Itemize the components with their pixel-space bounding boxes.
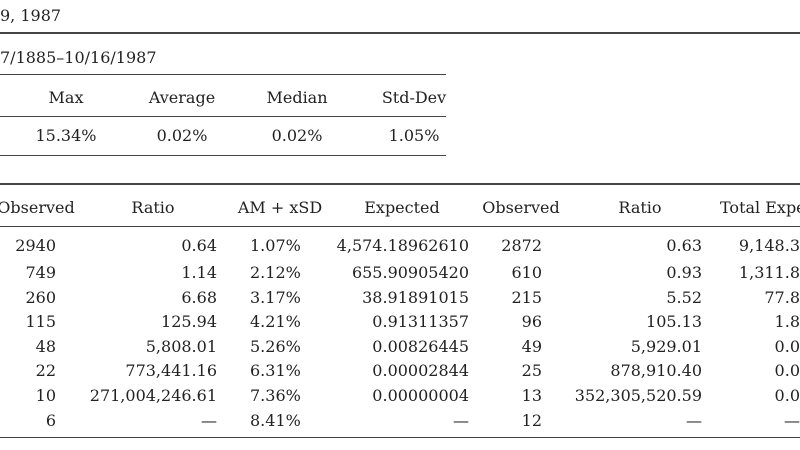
table-cell: 0.91311357	[372, 312, 469, 331]
table-header-rule	[0, 226, 800, 227]
table-header-cell: Ratio	[131, 198, 175, 217]
table-cell: —	[686, 411, 702, 430]
table-cell: 749	[25, 263, 56, 282]
table-cell: 0.0	[774, 337, 800, 356]
table-header-cell: Total Expe	[720, 198, 800, 217]
table-cell: —	[453, 411, 469, 430]
summary-header-cell: Max	[48, 88, 84, 107]
table-cell: 1.8	[774, 312, 800, 331]
table-cell: 8.41%	[250, 411, 301, 430]
table-header-cell: Ratio	[618, 198, 662, 217]
period-label: 7/1885–10/16/1987	[0, 48, 157, 67]
table-cell: 13	[521, 386, 542, 405]
table-cell: 260	[25, 288, 56, 307]
table-cell: 0.00000004	[372, 386, 469, 405]
table-cell: 1.14	[181, 263, 217, 282]
main-table-top-rule	[0, 183, 800, 185]
table-cell: 9,148.3	[738, 236, 800, 255]
table-cell: 1,311.8	[738, 263, 800, 282]
table-cell: 10	[35, 386, 56, 405]
table-cell: 610	[511, 263, 542, 282]
summary-value-cell: 0.02%	[271, 126, 323, 145]
table-cell: 4,574.18962610	[336, 236, 469, 255]
table-cell: 0.63	[666, 236, 702, 255]
table-cell: 38.91891015	[362, 288, 469, 307]
table-cell: 5,808.01	[145, 337, 217, 356]
table-cell: 0.93	[666, 263, 702, 282]
table-cell: 0.64	[181, 236, 217, 255]
summary-header-cell: Std-Dev	[381, 88, 447, 107]
table-cell: 215	[511, 288, 542, 307]
table-cell: 125.94	[161, 312, 217, 331]
table-cell: 1.07%	[250, 236, 301, 255]
table-cell: 3.17%	[250, 288, 301, 307]
table-cell: 0.00826445	[372, 337, 469, 356]
table-cell: —	[784, 411, 800, 430]
summary-header-cell: Average	[148, 88, 216, 107]
table-cell: 25	[521, 361, 542, 380]
table-cell: 2.12%	[250, 263, 301, 282]
summary-header-cell: Median	[266, 88, 328, 107]
table-cell: 0.0	[774, 386, 800, 405]
table-header-cell: Expected	[364, 198, 440, 217]
table-cell: 5.26%	[250, 337, 301, 356]
table-cell: 77.8	[764, 288, 800, 307]
table-cell: 96	[521, 312, 542, 331]
table-header-cell: Observed	[0, 198, 75, 217]
table-cell: 49	[521, 337, 542, 356]
table-header-cell: Observed	[482, 198, 560, 217]
top-rule	[0, 32, 800, 34]
table-cell: 352,305,520.59	[574, 386, 702, 405]
table-cell: 773,441.16	[125, 361, 217, 380]
summary-value-cell: 0.02%	[156, 126, 208, 145]
header-date-fragment: 9, 1987	[0, 6, 62, 25]
table-header-cell: AM + xSD	[237, 198, 323, 217]
table-cell: 0.00002844	[372, 361, 469, 380]
table-cell: 6	[45, 411, 56, 430]
table-bottom-rule	[0, 437, 800, 438]
table-cell: 22	[35, 361, 56, 380]
summary-top-rule	[0, 74, 446, 75]
table-cell: 5,929.01	[630, 337, 702, 356]
table-cell: 4.21%	[250, 312, 301, 331]
table-cell: 115	[25, 312, 56, 331]
table-cell: 0.0	[774, 361, 800, 380]
table-cell: 12	[521, 411, 542, 430]
summary-value-cell: 1.05%	[388, 126, 440, 145]
table-cell: 655.90905420	[351, 263, 469, 282]
table-cell: 6.31%	[250, 361, 301, 380]
table-cell: 105.13	[646, 312, 702, 331]
summary-value-cell: 15.34%	[35, 126, 97, 145]
table-cell: 2940	[15, 236, 56, 255]
table-cell: 878,910.40	[610, 361, 702, 380]
summary-bottom-rule	[0, 155, 446, 156]
table-cell: 2872	[501, 236, 542, 255]
summary-header-rule	[0, 116, 446, 117]
table-cell: 5.52	[666, 288, 702, 307]
table-cell: 6.68	[181, 288, 217, 307]
table-cell: 48	[35, 337, 56, 356]
table-cell: —	[201, 411, 217, 430]
table-cell: 7.36%	[250, 386, 301, 405]
table-cell: 271,004,246.61	[89, 386, 217, 405]
